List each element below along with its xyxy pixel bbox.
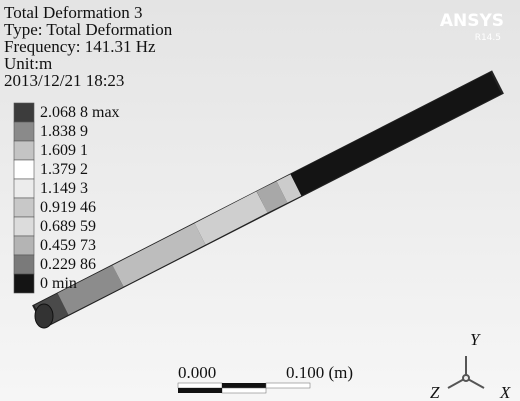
legend-swatch bbox=[14, 236, 34, 255]
legend-label: 1.379 2 bbox=[40, 161, 88, 178]
scale-end-label: 0.100 (m) bbox=[286, 363, 353, 382]
triad-z-label: Z bbox=[430, 383, 440, 401]
legend-swatch bbox=[14, 274, 34, 293]
legend-swatch bbox=[14, 179, 34, 198]
legend-swatch bbox=[14, 198, 34, 217]
legend-swatch bbox=[14, 160, 34, 179]
legend-label: 1.838 9 bbox=[40, 123, 88, 140]
logo: ANSYS bbox=[440, 11, 504, 31]
legend-label: 1.149 3 bbox=[40, 180, 88, 197]
rod-end bbox=[35, 304, 53, 328]
legend-swatch bbox=[14, 122, 34, 141]
scale-start-label: 0.000 bbox=[178, 363, 216, 382]
scale-segment bbox=[178, 388, 222, 393]
legend-swatch bbox=[14, 141, 34, 160]
legend-label: 0.689 59 bbox=[40, 218, 96, 235]
header-line: 2013/12/21 18:23 bbox=[4, 71, 124, 90]
legend-label: 0.229 86 bbox=[40, 256, 96, 273]
scale-segment bbox=[266, 383, 310, 388]
rod-segment bbox=[282, 185, 296, 192]
legend-label: 0 min bbox=[40, 275, 77, 292]
viewport-canvas: Total Deformation 3 Type: Total Deformat… bbox=[0, 0, 520, 401]
triad-x-label: X bbox=[499, 383, 511, 401]
legend-swatch bbox=[14, 103, 34, 122]
legend-label: 0.459 73 bbox=[40, 237, 96, 254]
scale-segment bbox=[222, 388, 266, 393]
triad-origin bbox=[463, 375, 469, 381]
legend-label: 2.068 8 max bbox=[40, 104, 120, 121]
legend-label: 0.919 46 bbox=[40, 199, 96, 216]
scale-segment bbox=[178, 383, 222, 388]
legend-label: 1.609 1 bbox=[40, 142, 88, 159]
legend-swatch bbox=[14, 217, 34, 236]
scale-segment bbox=[222, 383, 266, 388]
legend-swatch bbox=[14, 255, 34, 274]
logo-version: R14.5 bbox=[475, 33, 501, 43]
triad-y-label: Y bbox=[470, 330, 481, 349]
rod-segment bbox=[262, 192, 282, 202]
viewport: Total Deformation 3 Type: Total Deformat… bbox=[0, 0, 520, 401]
